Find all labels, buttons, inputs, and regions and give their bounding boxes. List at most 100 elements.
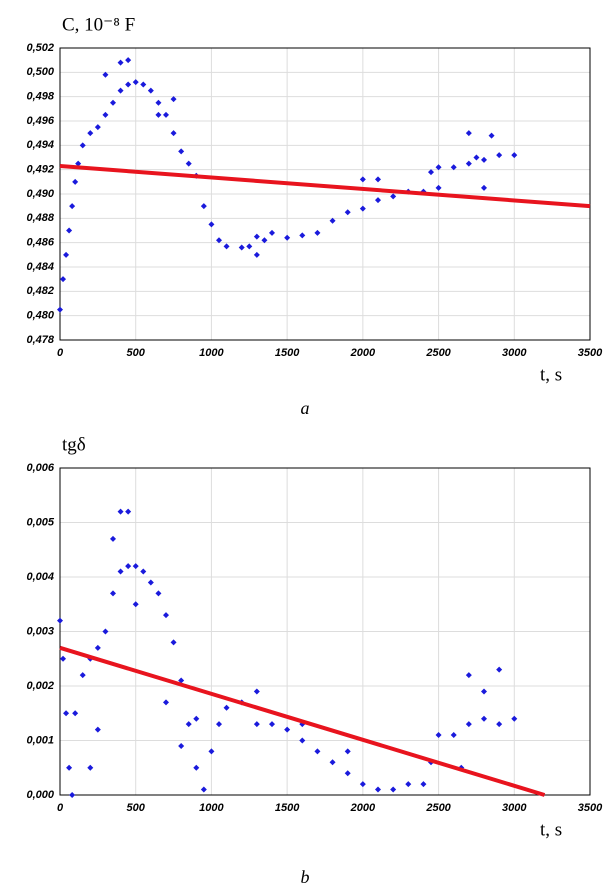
data-point [125,81,132,88]
data-point [117,508,124,515]
data-point [147,87,154,94]
x-tick-label: 3500 [578,802,603,814]
data-point [94,726,101,733]
y-tick-label: 0,004 [26,571,54,583]
data-point [178,148,185,155]
data-point [299,737,306,744]
data-point [163,699,169,706]
y-tick-label: 0,482 [26,285,54,297]
data-point [375,786,381,793]
data-point [428,169,434,176]
data-point [299,232,306,239]
y-tick-label: 0,500 [26,66,54,78]
data-point [75,160,82,167]
data-point [178,677,185,684]
data-point [465,672,472,679]
data-point [110,99,116,106]
data-point [481,184,487,191]
y-tick-label: 0,490 [26,188,54,200]
data-point [66,764,73,771]
y-tick-label: 0,001 [26,734,54,746]
data-point [132,79,139,86]
data-point [344,770,351,777]
y-tick-label: 0,005 [26,516,54,528]
data-point [359,781,366,788]
data-point [269,229,275,236]
y-tick-label: 0,000 [26,789,54,801]
data-point [223,704,230,711]
data-point [140,81,147,88]
y-tick-label: 0,006 [26,462,54,474]
data-point [117,59,124,66]
y-axis-label: C, 10⁻⁸ F [62,14,135,35]
data-point [102,628,109,635]
data-point [481,715,487,722]
data-point [69,792,76,798]
data-point [496,152,503,159]
data-point [253,251,260,258]
y-axis-label: tgδ [62,434,86,455]
data-point [253,721,260,728]
x-tick-label: 1000 [199,347,224,359]
data-point [496,721,503,728]
data-point [102,71,109,78]
data-point [450,164,457,171]
caption: a [301,398,310,418]
y-tick-label: 0,494 [26,139,54,151]
plot-frame [59,467,591,796]
data-point [57,617,63,624]
data-point [284,726,291,733]
y-tick-label: 0,502 [26,42,54,54]
x-tick-label: 1500 [275,347,300,359]
data-point [465,721,472,728]
y-tick-label: 0,478 [26,334,54,346]
data-point [117,568,124,575]
data-point [163,111,169,118]
data-point [60,655,67,662]
y-tick-label: 0,492 [26,164,54,176]
data-point [481,688,487,695]
data-point [110,535,116,542]
data-point [147,579,154,586]
data-point [155,111,162,118]
data-point [269,721,275,728]
data-point [223,243,230,250]
data-point [178,742,185,749]
data-point [66,227,73,234]
x-axis-label: t, s [540,819,562,840]
data-point [69,203,76,210]
data-point [390,786,397,793]
data-point [170,96,177,103]
data-point [465,130,472,137]
data-point [125,563,132,570]
data-point [375,176,381,183]
data-point [208,221,215,228]
data-point [481,156,487,163]
y-tick-label: 0,003 [26,625,54,637]
data-point [87,764,94,771]
x-axis-label: t, s [540,364,562,385]
x-tick-label: 0 [57,347,64,359]
data-point [110,590,116,597]
plot-frame [59,47,591,341]
data-point [170,639,177,646]
x-tick-label: 2000 [350,347,376,359]
data-point [163,612,169,619]
data-point [87,130,94,137]
data-point [216,721,222,728]
x-tick-label: 1000 [199,802,224,814]
data-point [132,601,139,608]
x-tick-label: 0 [57,802,64,814]
data-point [405,781,412,788]
y-tick-label: 0,484 [26,261,54,273]
data-point [200,786,207,793]
data-point [125,508,132,515]
data-point [465,160,472,167]
data-point [208,748,215,755]
data-point [253,688,260,695]
data-point [216,237,222,244]
x-tick-label: 2500 [425,802,451,814]
data-point [185,721,192,728]
data-point [359,205,366,212]
